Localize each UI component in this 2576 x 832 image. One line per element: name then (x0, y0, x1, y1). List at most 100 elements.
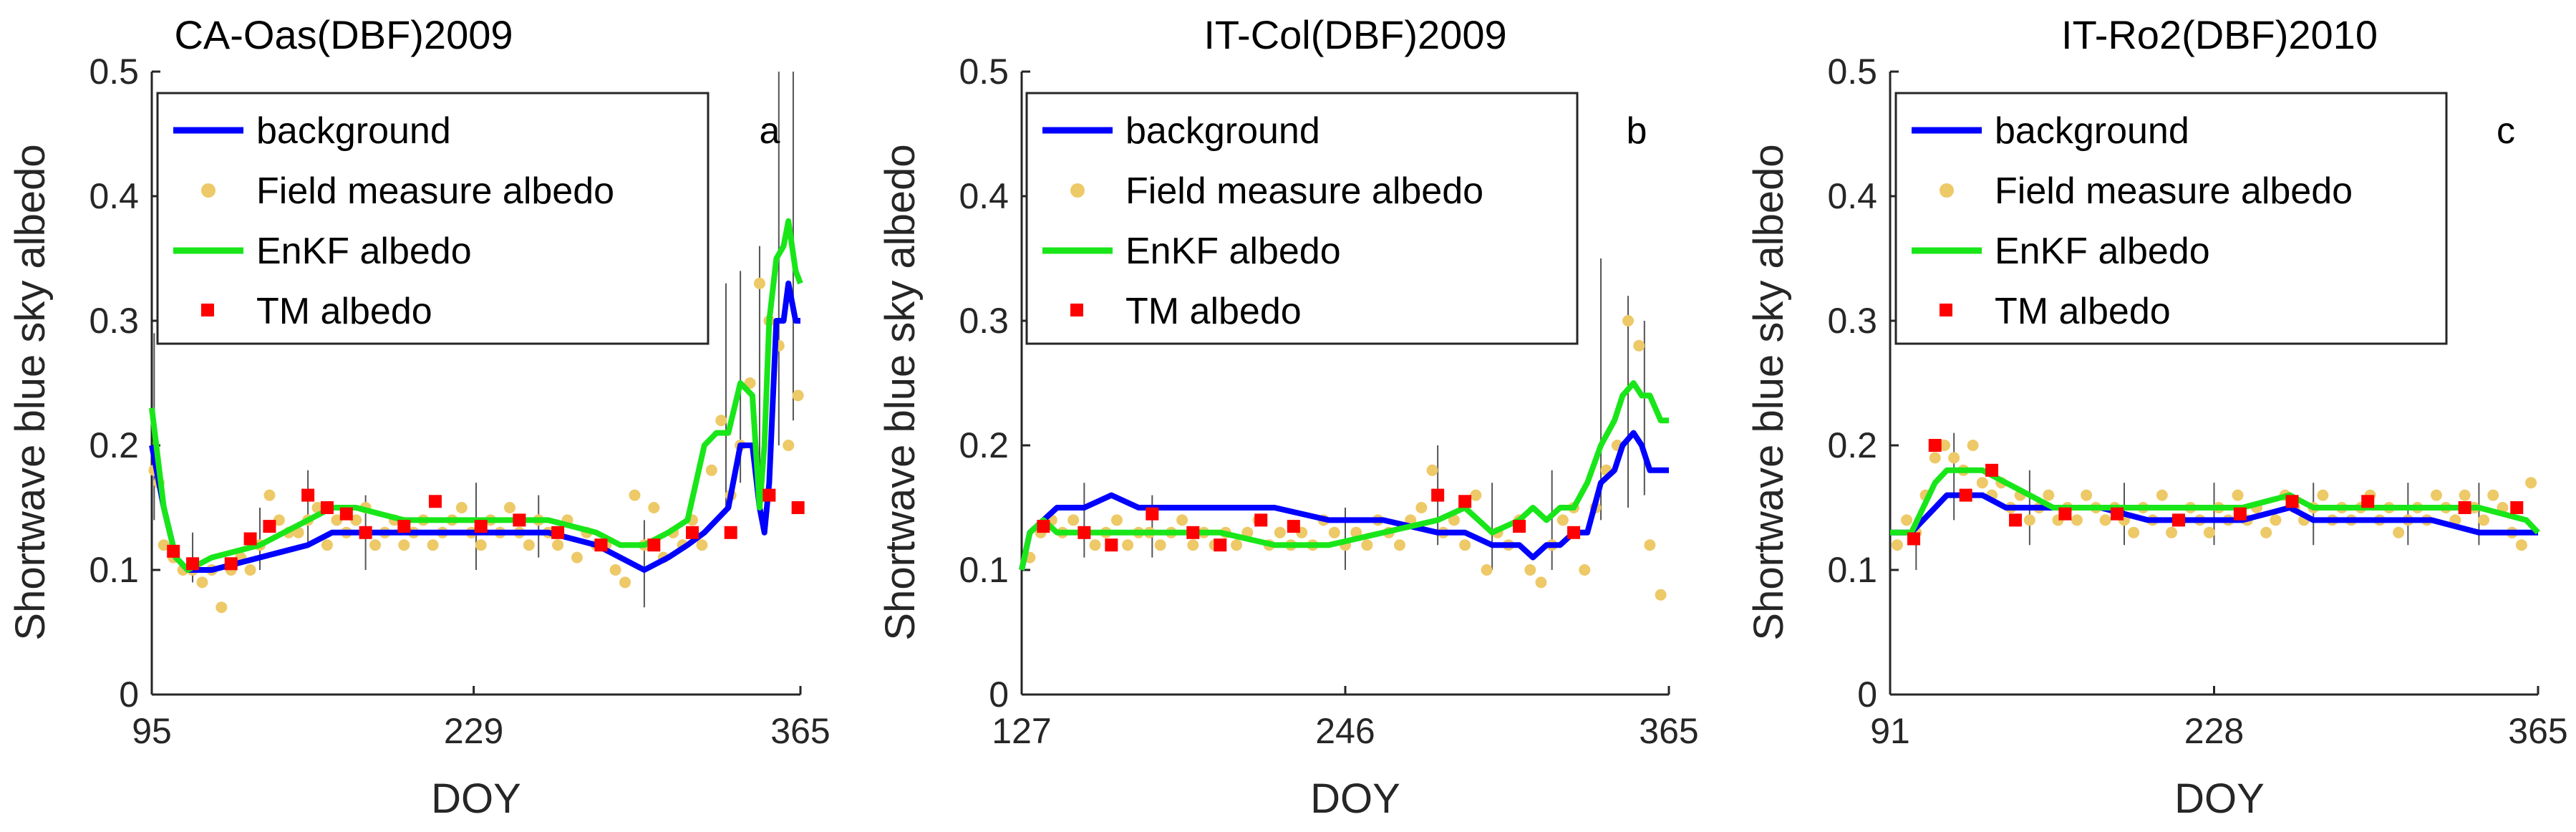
legend-label-tm: TM albedo (1125, 291, 1302, 332)
field-measure-point (158, 539, 170, 551)
panel-c-letter: c (2497, 110, 2515, 152)
y-tick-label: 0 (989, 674, 1009, 715)
field-measure-point (273, 514, 285, 526)
tm-albedo-point (186, 557, 200, 571)
panel-b-letter: b (1627, 110, 1647, 152)
legend-swatch-field (1070, 183, 1085, 198)
field-measure-point (2270, 514, 2282, 526)
panel-c: IT-Ro2(DBF)2010 Shortwave blue sky albed… (1745, 12, 2568, 822)
field-measure-point (321, 539, 333, 551)
tm-albedo-point (1105, 538, 1118, 552)
field-measure-point (1110, 514, 1123, 526)
field-measure-point (2203, 526, 2215, 538)
legend-swatch-field (1940, 183, 1954, 198)
field-measure-point (1154, 539, 1166, 551)
field-measure-point (1067, 514, 1080, 526)
field-measure-point (503, 502, 515, 513)
field-measure-point (2317, 489, 2329, 501)
x-tick-label: 91 (1870, 711, 1910, 751)
field-measure-point (263, 489, 276, 501)
y-tick-label: 0.5 (1827, 52, 1877, 92)
field-measure-point (2099, 514, 2111, 526)
y-tick-label: 0.2 (89, 425, 139, 465)
tm-albedo-point (2233, 507, 2247, 521)
tm-albedo-point (647, 538, 661, 552)
panel-c-ylabel: Shortwave blue sky albedo (1745, 144, 1792, 640)
field-measure-point (2459, 489, 2471, 501)
field-measure-point (475, 539, 487, 551)
field-measure-point (1481, 564, 1493, 576)
field-measure-point (1655, 589, 1667, 601)
field-measure-point (2166, 526, 2178, 538)
field-measure-point (705, 464, 717, 476)
field-measure-point (2156, 489, 2168, 501)
legend-label-tm: TM albedo (1995, 291, 2171, 332)
field-measure-point (2393, 526, 2405, 538)
legend-label-enkf: EnKF albedo (1995, 231, 2210, 272)
field-measure-point (455, 502, 468, 513)
field-measure-point (783, 440, 795, 451)
field-measure-point (398, 539, 410, 551)
background-line (1019, 430, 1669, 571)
panel-a-plot: 0 0.1 0.2 0.3 0.4 0.5 95 229 365 (89, 52, 830, 751)
field-measure-point (1976, 477, 1988, 489)
field-measure-point (523, 539, 535, 551)
field-measure-point (331, 514, 343, 526)
legend-label-field: Field measure albedo (1125, 170, 1483, 212)
x-tick-label: 229 (444, 711, 503, 751)
field-measure-point (2128, 526, 2140, 538)
tm-albedo-point (594, 538, 608, 552)
panel-b-plot: 0 0.1 0.2 0.3 0.4 0.5 127 246 365 (959, 52, 1698, 751)
x-tick-label: 365 (1639, 711, 1698, 751)
tm-albedo-point (2111, 507, 2124, 521)
field-measure-point (1948, 452, 1960, 464)
field-measure-point (1176, 514, 1188, 526)
background-line (1890, 492, 2538, 536)
y-tick-label: 0.3 (1827, 301, 1877, 341)
field-measure-point (792, 390, 804, 402)
field-measure-point (2430, 489, 2442, 501)
panel-a-title: CA-Oas(DBF)2009 (174, 12, 513, 57)
tm-albedo-point (428, 495, 442, 508)
field-measure-point (1393, 539, 1405, 551)
tm-albedo-point (263, 520, 276, 533)
legend-swatch-tm (1070, 304, 1083, 316)
tm-albedo-point (167, 544, 180, 558)
tm-albedo-point (2458, 501, 2471, 514)
field-measure-point (2515, 539, 2527, 551)
tm-albedo-point (1928, 439, 1942, 452)
legend-box (156, 92, 710, 345)
x-tick-label: 228 (2184, 711, 2244, 751)
y-tick-label: 0.5 (89, 52, 139, 92)
panel-b: IT-Col(DBF)2009 Shortwave blue sky albed… (877, 12, 1699, 822)
field-measure-point (552, 539, 564, 551)
enkf-line (1890, 467, 2540, 536)
tm-albedo-point (243, 532, 257, 546)
enkf-line (149, 218, 803, 573)
field-measure-point (1122, 539, 1134, 551)
y-tick-label: 0.4 (959, 176, 1009, 216)
panel-c-xlabel: DOY (2174, 775, 2265, 822)
field-measure-point (369, 539, 382, 551)
field-measure-point (1524, 564, 1536, 576)
legend-label-enkf: EnKF albedo (256, 231, 472, 272)
tm-albedo-point (2171, 513, 2185, 527)
tm-albedo-point (1458, 495, 1472, 508)
field-measure-point (2023, 514, 2035, 526)
field-measure-point (1426, 464, 1438, 476)
field-measure-point (1187, 539, 1199, 551)
x-tick-label: 127 (992, 711, 1051, 751)
x-tick-label: 246 (1315, 711, 1375, 751)
field-measure-point (619, 576, 631, 589)
tm-albedo-point (359, 526, 372, 539)
y-tick-label: 0.2 (1827, 425, 1877, 465)
y-tick-label: 0.2 (959, 425, 1009, 465)
tm-albedo-point (1513, 520, 1526, 533)
panel-a-letter: a (760, 110, 780, 152)
tm-albedo-point (791, 501, 805, 514)
field-measure-point (1579, 564, 1591, 576)
y-tick-label: 0.3 (959, 301, 1009, 341)
field-measure-point (427, 539, 439, 551)
panel-a-ylabel: Shortwave blue sky albedo (7, 144, 54, 640)
